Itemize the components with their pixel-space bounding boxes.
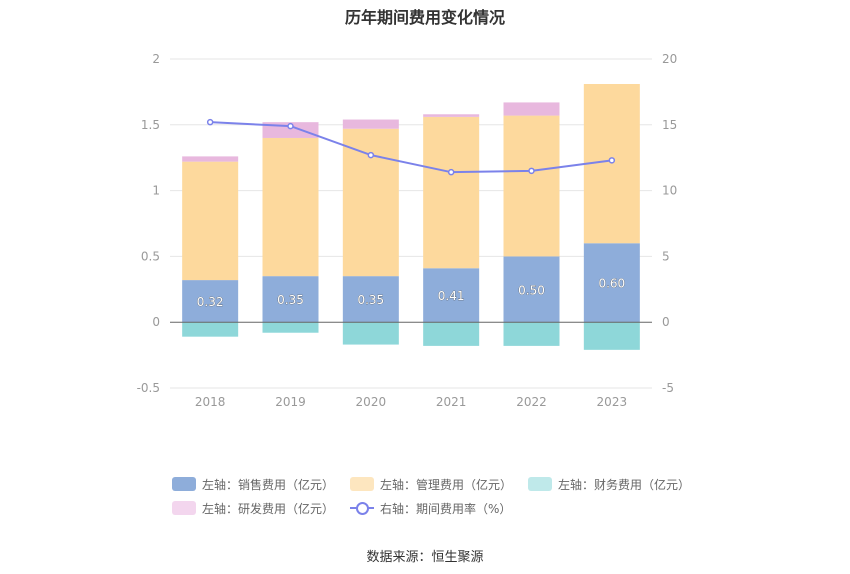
legend-swatch-admin — [350, 477, 375, 491]
x-tick-label: 2020 — [356, 395, 387, 409]
bar-segment — [423, 116, 480, 269]
bar-segment — [583, 322, 640, 350]
bar-segment — [503, 322, 560, 346]
legend-label-rnd: 左轴：研发费用（亿元） — [202, 501, 335, 516]
bar-segment — [342, 128, 399, 277]
bar-segment — [262, 276, 319, 323]
chart-title: 历年期间费用变化情况 — [344, 8, 505, 27]
y-right-tick-label: -5 — [662, 381, 674, 395]
data-source: 数据来源：恒生聚源 — [366, 550, 484, 565]
bar-segment — [423, 114, 480, 117]
legend-label-sales: 左轴：销售费用（亿元） — [202, 477, 335, 492]
bar-segment — [342, 322, 399, 345]
y-left-tick-label: 1.5 — [141, 118, 160, 132]
legend-item-finance[interactable]: 左轴：财务费用（亿元） — [528, 476, 690, 493]
legend-item-sales[interactable]: 左轴：销售费用（亿元） — [172, 476, 334, 493]
y-left-tick-label: 0.5 — [141, 249, 160, 263]
expense-ratio-point — [287, 122, 294, 130]
bar-segment — [342, 119, 399, 129]
x-tick-label: 2023 — [597, 395, 628, 409]
expense-ratio-point — [447, 168, 455, 176]
legend-item-admin[interactable]: 左轴：管理费用（亿元） — [350, 476, 512, 493]
expense-ratio-point — [528, 167, 535, 175]
x-tick-label: 2019 — [275, 395, 306, 409]
legend-row: 左轴：研发费用（亿元） 右轴：期间费用率（%） — [172, 497, 692, 519]
expense-ratio-line — [210, 121, 612, 174]
legend-item-rnd[interactable]: 左轴：研发费用（亿元） — [172, 500, 334, 517]
bar-segment — [503, 102, 560, 116]
bar-data-label: 0.35 — [357, 293, 384, 307]
bar-segment — [423, 268, 480, 323]
legend-label-expense-ratio: 右轴：期间费用率（%） — [380, 501, 512, 516]
y-right-tick-label: 0 — [662, 315, 670, 329]
legend-swatch-expense-ratio — [350, 501, 375, 515]
bar-data-label: 0.60 — [598, 277, 625, 291]
bar-data-label: 0.41 — [438, 289, 465, 303]
bar-segment — [262, 322, 319, 333]
bar-segment — [182, 322, 239, 337]
bar-data-label: 0.50 — [518, 283, 545, 297]
bar-segment — [182, 156, 239, 162]
y-left-tick-label: 2 — [152, 52, 160, 66]
bar-data-label: 0.32 — [197, 295, 224, 309]
bar-segment — [503, 256, 560, 323]
y-right-tick-label: 20 — [662, 52, 677, 66]
x-tick-label: 2022 — [516, 395, 547, 409]
legend-item-expense-ratio[interactable]: 右轴：期间费用率（%） — [350, 500, 511, 517]
x-tick-label: 2021 — [436, 395, 467, 409]
y-left-tick-label: 1 — [152, 184, 160, 198]
bar-segment — [503, 115, 560, 257]
y-left-tick-label: 0 — [152, 315, 160, 329]
expense-ratio-point — [367, 151, 375, 159]
bar-segment — [342, 276, 399, 323]
legend-swatch-sales — [172, 477, 196, 491]
legend-label-finance: 左轴：财务费用（亿元） — [558, 477, 691, 492]
bar-segment — [262, 137, 319, 277]
y-right-tick-label: 5 — [662, 249, 670, 263]
legend-row: 左轴：销售费用（亿元） 左轴：管理费用（亿元） 左轴：财务费用（亿元） — [172, 473, 692, 495]
x-tick-label: 2018 — [195, 395, 226, 409]
legend: 左轴：销售费用（亿元） 左轴：管理费用（亿元） 左轴：财务费用（亿元） 左轴：研… — [172, 473, 692, 521]
bar-data-label: 0.35 — [277, 293, 304, 307]
legend-swatch-rnd — [172, 501, 196, 515]
legend-label-admin: 左轴：管理费用（亿元） — [380, 477, 513, 492]
y-left-tick-label: -0.5 — [137, 381, 160, 395]
bar-segment — [423, 322, 480, 346]
legend-swatch-finance — [528, 477, 553, 491]
expense-ratio-point — [206, 118, 214, 126]
bar-segment — [182, 161, 239, 281]
y-right-tick-label: 10 — [662, 184, 677, 198]
expense-ratio-point — [608, 157, 616, 164]
bar-segment — [583, 243, 640, 323]
y-right-tick-label: 15 — [662, 118, 677, 132]
bar-segment — [182, 280, 239, 323]
